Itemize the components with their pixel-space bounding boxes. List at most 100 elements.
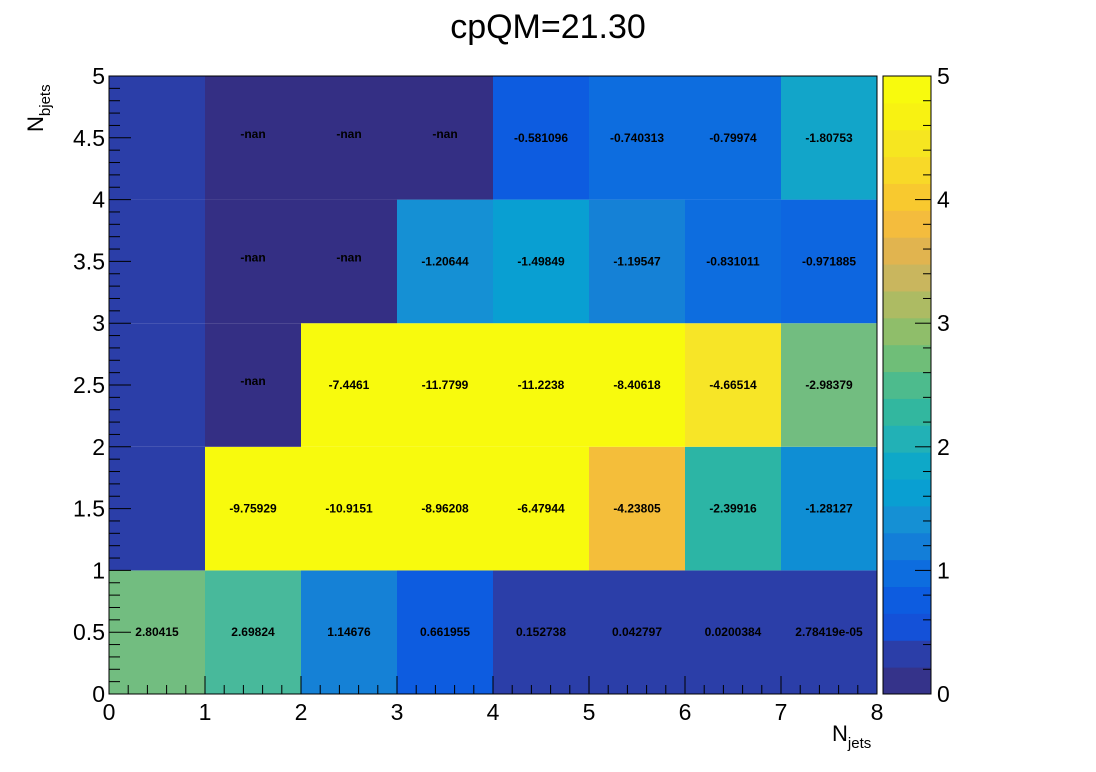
colorbar-swatch xyxy=(883,505,931,534)
heatmap-cells xyxy=(109,76,877,694)
colorbar-swatch xyxy=(883,452,931,480)
colorbar-tick-label: 2 xyxy=(937,434,950,460)
y-tick-label: 2 xyxy=(92,434,105,460)
x-tick-label: 7 xyxy=(775,699,788,725)
colorbar-swatch xyxy=(883,559,931,588)
y-axis-title-sub: bjets xyxy=(37,84,54,116)
x-axis-title-main: N xyxy=(832,721,848,746)
heatmap-cell xyxy=(205,570,301,694)
cell-value-label: -6.47944 xyxy=(517,502,565,516)
y-tick-label: 3 xyxy=(92,310,105,336)
heatmap-cell xyxy=(781,323,877,447)
cell-value-label: -2.39916 xyxy=(709,502,757,516)
x-tick-label: 6 xyxy=(679,699,692,725)
x-axis-title: Njets xyxy=(832,721,871,752)
x-tick-label: 4 xyxy=(487,699,500,725)
y-tick-label: 3.5 xyxy=(73,248,105,274)
y-tick-label: 2.5 xyxy=(73,372,105,398)
colorbar-swatch xyxy=(883,344,931,373)
colorbar-swatch xyxy=(883,156,931,184)
cell-value-label: -11.7799 xyxy=(422,378,469,392)
heatmap-cell xyxy=(589,446,685,571)
colorbar-tick-label: 1 xyxy=(937,557,950,583)
colorbar-swatch xyxy=(883,183,931,211)
colorbar-swatch xyxy=(883,613,931,641)
y-tick-label: 4 xyxy=(92,187,105,213)
cell-value-label: -0.831011 xyxy=(706,254,760,268)
colorbar-tick-label: 5 xyxy=(937,63,950,89)
heatmap-cell xyxy=(397,446,493,571)
heatmap-cell xyxy=(301,199,397,324)
cell-value-label: -1.49849 xyxy=(517,254,565,268)
heatmap-cell xyxy=(685,323,781,447)
cell-value-label: -0.971885 xyxy=(802,254,856,268)
x-tick-label: 1 xyxy=(199,699,212,725)
cell-value-label: -1.20644 xyxy=(421,254,469,268)
heatmap-cell xyxy=(493,570,589,694)
colorbar-swatch xyxy=(883,264,931,292)
colorbar-swatch xyxy=(883,290,931,319)
cell-value-label: 2.78419e-05 xyxy=(795,625,863,639)
cell-value-label: -nan xyxy=(432,127,457,141)
cell-value-label: -11.2238 xyxy=(518,378,565,392)
heatmap-cell xyxy=(493,446,589,571)
colorbar-swatch xyxy=(883,398,931,426)
x-tick-label: 5 xyxy=(583,699,596,725)
x-tick-label: 3 xyxy=(391,699,404,725)
cell-value-label: 0.152738 xyxy=(516,625,566,639)
x-tick-label: 2 xyxy=(295,699,308,725)
y-axis-title: Nbjets xyxy=(23,84,54,132)
cell-value-label: -0.79974 xyxy=(709,131,757,145)
heatmap-cell xyxy=(589,199,685,324)
heatmap-cell xyxy=(589,76,685,200)
cell-value-label: -4.66514 xyxy=(709,378,757,392)
colorbar-swatch xyxy=(883,479,931,507)
colorbar-tick-label: 0 xyxy=(937,681,950,707)
cell-value-label: -nan xyxy=(240,127,265,141)
heatmap-cell xyxy=(397,76,493,200)
cell-value-label: -2.98379 xyxy=(805,378,853,392)
heatmap-cell xyxy=(589,570,685,694)
heatmap-cell xyxy=(493,76,589,200)
colorbar-swatch xyxy=(883,667,931,695)
cell-value-label: -nan xyxy=(240,374,265,388)
cell-value-label: -0.740313 xyxy=(610,131,664,145)
y-tick-label: 4.5 xyxy=(73,125,105,151)
plot-axes: 0 1 2 3 4 5 6 7 8 0 0.5 1 1.5 2 2.5 3 3.5 4 4.5 5 xyxy=(73,63,883,725)
x-axis-title-sub: jets xyxy=(847,735,871,752)
colorbar-frame xyxy=(882,75,932,695)
y-tick-label: 0 xyxy=(92,681,105,707)
colorbar-swatch xyxy=(883,76,931,104)
heatmap-cell xyxy=(301,570,397,694)
cell-value-label: 0.661955 xyxy=(420,625,470,639)
heatmap-cell xyxy=(205,446,301,571)
heatmap-cell xyxy=(781,76,877,200)
cell-labels: 2.80415 2.69824 1.14676 0.661955 0.152738 0.0… xyxy=(135,127,863,639)
heatmap-cell xyxy=(397,323,493,447)
cell-value-label: 2.69824 xyxy=(231,625,275,639)
cell-value-label: -1.80753 xyxy=(805,131,853,145)
cell-value-label: 0.0200384 xyxy=(705,625,762,639)
colorbar-swatch xyxy=(883,129,931,158)
x-tick-label: 0 xyxy=(103,699,116,725)
cell-value-label: -10.9151 xyxy=(325,502,373,516)
color-scale-bar: 0 1 2 3 4 5 xyxy=(882,63,950,707)
cell-value-label: -nan xyxy=(336,250,361,264)
colorbar-swatch xyxy=(883,532,931,561)
heatmap-cell xyxy=(205,323,301,447)
heatmap-cell xyxy=(397,199,493,324)
heatmap-cell xyxy=(781,446,877,571)
cell-value-label: -8.96208 xyxy=(421,502,469,516)
cell-value-label: -0.581096 xyxy=(514,131,568,145)
heatmap-cell xyxy=(205,199,301,324)
colorbar-swatch xyxy=(883,102,931,131)
cell-value-label: 1.14676 xyxy=(327,625,371,639)
heatmap-cell xyxy=(781,570,877,694)
heatmap-cell xyxy=(685,199,781,324)
heatmap-cell xyxy=(685,570,781,694)
heatmap-cell xyxy=(301,446,397,571)
colorbar-swatch xyxy=(883,425,931,453)
colorbar-swatch xyxy=(883,586,931,614)
heatmap-cell xyxy=(589,323,685,447)
